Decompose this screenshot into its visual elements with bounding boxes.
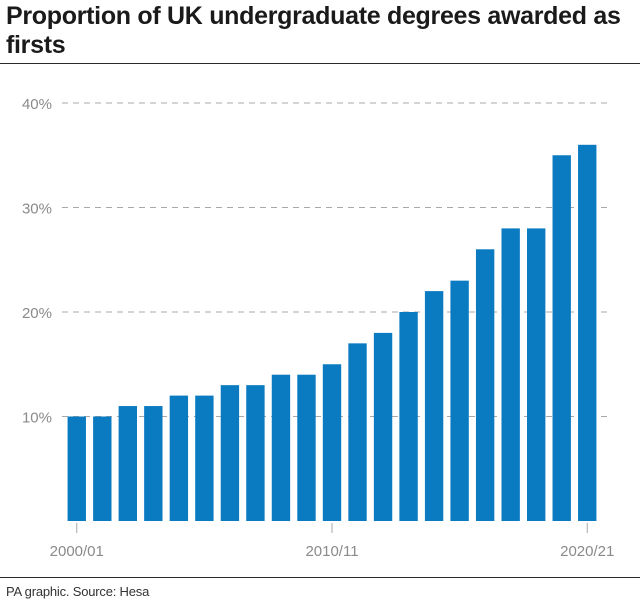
bar-chart: 10% 20% 30% 40% 2000/01 2010/11 2020/21 [22, 96, 614, 560]
bar [67, 416, 86, 521]
x-tick-label: 2000/01 [50, 543, 104, 560]
y-tick-label: 30% [22, 201, 52, 218]
y-tick-label: 10% [22, 410, 52, 427]
bar [144, 406, 163, 521]
x-tick-label: 2020/21 [560, 543, 614, 560]
bar [475, 249, 495, 522]
bar [450, 280, 469, 521]
gridlines: 10% 20% 30% 40% [22, 96, 610, 427]
source-note: PA graphic. Source: Hesa [6, 584, 150, 599]
bar [195, 395, 214, 521]
bar [118, 406, 137, 521]
bar [373, 332, 393, 521]
bar [297, 374, 316, 521]
bars [67, 144, 597, 522]
bar [348, 343, 367, 521]
bar [399, 312, 418, 521]
bar [93, 416, 112, 521]
bar [220, 385, 240, 521]
x-axis: 2000/01 2010/11 2020/21 [50, 523, 614, 560]
footer-divider [0, 577, 640, 578]
bar [552, 155, 571, 521]
bar [527, 228, 546, 521]
chart-title: Proportion of UK undergraduate degrees a… [6, 2, 621, 59]
bar [271, 374, 291, 521]
title-divider [0, 63, 640, 64]
bar [246, 385, 265, 521]
y-tick-label: 20% [22, 305, 52, 322]
bar [501, 228, 520, 521]
y-tick-label: 40% [22, 96, 52, 113]
bar [578, 144, 597, 522]
bar [322, 364, 342, 521]
bar [169, 395, 189, 521]
bar [424, 291, 444, 521]
x-tick-label: 2010/11 [305, 543, 358, 560]
